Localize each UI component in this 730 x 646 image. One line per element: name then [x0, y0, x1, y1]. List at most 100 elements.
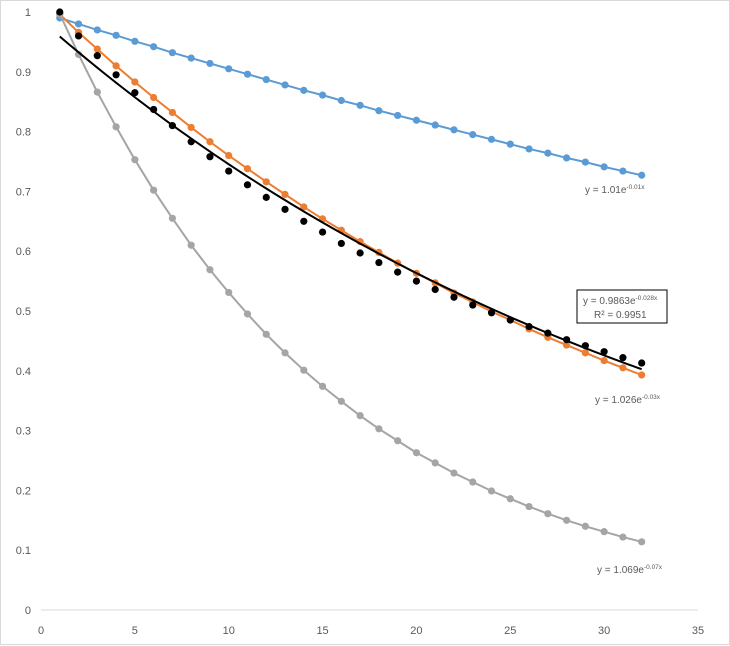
data-point — [544, 510, 552, 518]
data-point — [337, 239, 345, 248]
series-line — [59, 17, 642, 177]
data-point — [243, 310, 252, 318]
data-point — [262, 75, 270, 84]
data-point — [150, 43, 158, 51]
data-point — [131, 89, 139, 97]
data-point — [506, 495, 514, 503]
data-point — [206, 59, 214, 68]
data-point — [74, 20, 83, 28]
data-point — [619, 533, 627, 541]
data-point — [225, 288, 233, 297]
series-line — [59, 13, 643, 376]
data-point — [544, 329, 552, 337]
data-point — [638, 359, 646, 367]
data-point — [112, 123, 120, 131]
data-point — [187, 123, 195, 132]
data-point — [412, 116, 421, 124]
y-tick-label: 0.7 — [16, 186, 31, 198]
orange-trendline-equation: y = 1.026e-0.03x — [595, 394, 661, 406]
data-point — [168, 122, 176, 130]
y-tick-label: 0 — [25, 605, 31, 617]
data-point — [469, 130, 477, 139]
data-point — [356, 412, 364, 420]
gray-trendline-equation: y = 1.069e-0.07x — [597, 564, 663, 576]
data-point — [375, 107, 383, 115]
data-point — [412, 277, 421, 285]
data-point — [262, 193, 270, 201]
data-point — [131, 78, 139, 86]
data-point — [225, 167, 233, 175]
data-point — [225, 151, 233, 160]
x-tick-label: 0 — [38, 625, 44, 637]
data-point — [168, 214, 176, 222]
data-point — [375, 258, 383, 267]
axes: 00.10.20.30.40.50.60.70.80.910 5 10 15 20 25 3… — [16, 7, 704, 637]
data-point — [600, 348, 608, 356]
x-tick-label: 10 — [223, 625, 235, 637]
data-point — [450, 469, 458, 477]
data-point — [563, 516, 571, 524]
data-point — [375, 425, 383, 433]
data-point — [431, 121, 439, 129]
data-point — [581, 342, 589, 350]
data-point — [300, 217, 308, 225]
data-point — [281, 205, 289, 213]
data-point — [600, 163, 608, 171]
blue-trendline-equation: y = 1.01e-0.01x — [585, 184, 645, 196]
data-point — [619, 354, 627, 362]
data-point — [469, 478, 477, 486]
y-tick-label: 0.3 — [16, 426, 31, 438]
x-tick-label: 25 — [504, 625, 516, 637]
data-point — [525, 502, 533, 511]
data-point — [281, 190, 289, 198]
data-point — [487, 135, 496, 143]
data-point — [544, 149, 552, 157]
data-point — [74, 32, 83, 40]
data-point — [187, 241, 195, 249]
data-point — [412, 449, 421, 457]
data-point — [206, 138, 214, 146]
y-tick-label: 0.5 — [16, 306, 31, 318]
data-point — [337, 96, 345, 105]
data-point — [168, 108, 176, 117]
data-point — [356, 101, 364, 109]
data-point — [487, 309, 496, 317]
data-point — [394, 268, 402, 276]
data-point — [93, 52, 101, 60]
data-point — [469, 301, 477, 309]
data-point — [356, 249, 364, 257]
data-point — [450, 126, 458, 134]
data-point — [450, 293, 458, 301]
plot-area — [56, 8, 646, 546]
data-point — [563, 341, 571, 349]
x-tick-label: 5 — [132, 625, 138, 637]
x-tick-label: 20 — [410, 625, 422, 637]
data-point — [581, 349, 589, 357]
trendline-labels: y = 1.01e-0.01x y = 1.026e-0.03x y = 1.069… — [576, 184, 668, 576]
x-tick-label: 35 — [692, 625, 704, 637]
data-point — [600, 357, 608, 365]
data-point — [93, 88, 101, 96]
data-point — [300, 203, 308, 211]
data-point — [318, 382, 327, 390]
y-tick-label: 1 — [25, 7, 31, 19]
data-point — [337, 397, 345, 405]
data-point — [300, 86, 308, 94]
data-point — [581, 158, 589, 166]
data-point — [318, 228, 327, 236]
data-point — [262, 178, 270, 186]
data-point — [394, 437, 402, 445]
data-point — [225, 65, 233, 73]
data-point — [150, 105, 158, 114]
data-point — [431, 459, 439, 467]
data-point — [206, 153, 214, 161]
x-tick-label: 30 — [598, 625, 610, 637]
data-point — [206, 266, 214, 274]
data-point — [112, 31, 120, 39]
data-point — [563, 154, 571, 162]
data-point — [525, 322, 533, 331]
data-point — [243, 165, 252, 173]
data-point — [431, 285, 439, 294]
data-point — [112, 71, 120, 79]
trendline — [59, 35, 643, 371]
